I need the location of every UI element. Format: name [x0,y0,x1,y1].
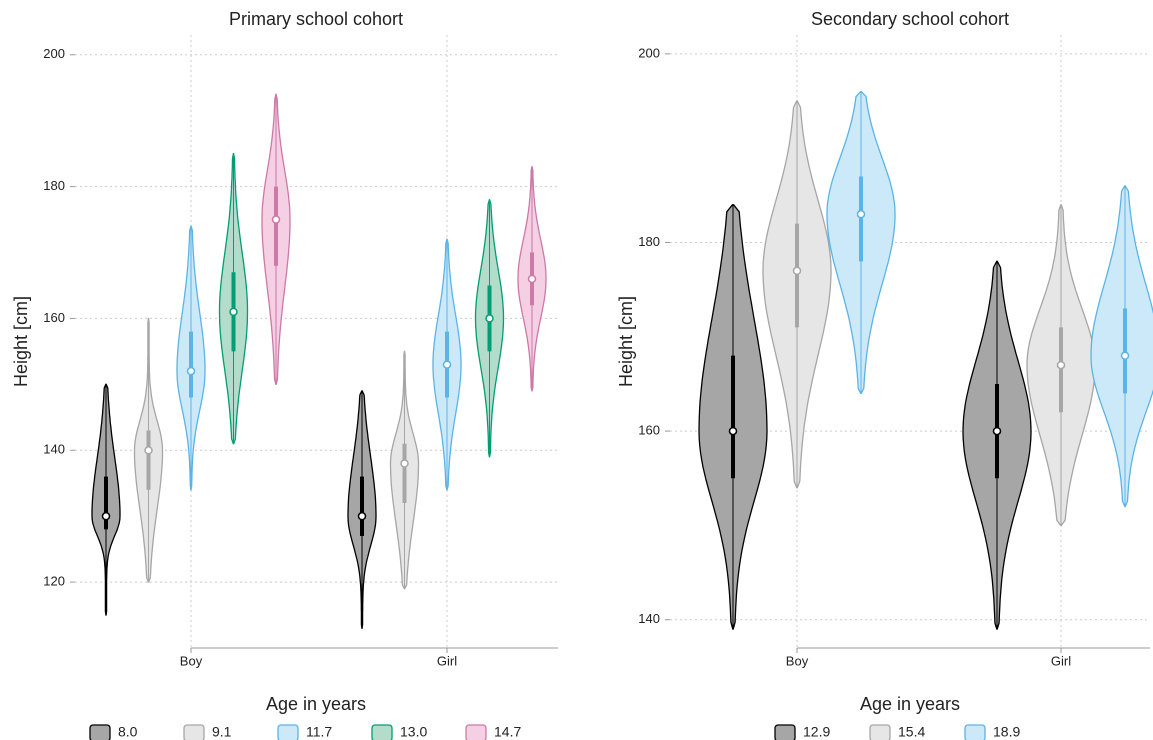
median [229,307,238,317]
y-tick-label: 120 [43,574,65,589]
x-tick-label: Girl [437,653,457,668]
y-tick-label: 180 [638,234,660,249]
y-axis-label: Height [cm] [11,296,31,387]
median [485,314,494,323]
legend-swatch [89,724,111,740]
legend-swatch [964,724,986,740]
chart-title: Secondary school cohort [811,9,1009,29]
legend-label: 12.9 [803,724,830,740]
legend-swatch [869,724,891,740]
y-axis-label: Height [cm] [616,296,636,387]
median [527,274,537,284]
median [144,446,153,455]
legend-swatch [277,724,299,740]
median [357,511,367,521]
legend-label: 8.0 [118,724,138,740]
x-tick-label: Girl [1051,653,1071,668]
legend-swatch [183,724,205,740]
median [442,360,452,369]
legend-swatch [371,724,393,740]
median [1056,360,1066,370]
median [186,366,196,376]
y-tick-label: 200 [638,45,660,60]
violin [1090,185,1153,508]
legend-label: 14.7 [494,724,521,740]
y-tick-label: 180 [43,178,65,193]
x-tick-label: Boy [180,653,203,668]
y-tick-label: 200 [43,46,65,61]
y-tick-label: 160 [638,423,660,438]
legend-label: 18.9 [993,724,1020,740]
median [271,215,281,224]
median [728,426,738,436]
median [1120,351,1130,360]
median [400,459,409,468]
y-tick-label: 160 [43,310,65,325]
x-tick-label: Boy [786,653,809,668]
median [101,511,111,521]
legend-swatch [774,724,796,740]
y-tick-label: 140 [43,442,65,457]
legend-title: Age in years [860,694,960,714]
legend-label: 11.7 [306,724,332,740]
median [992,426,1002,436]
legend-swatch [465,724,487,740]
legend-label: 9.1 [212,724,232,740]
median [792,266,802,276]
legend-title: Age in years [266,694,366,714]
legend-label: 15.4 [898,724,925,740]
median [856,209,866,219]
chart-title: Primary school cohort [229,9,403,29]
y-tick-label: 140 [638,611,660,626]
legend-label: 13.0 [400,724,427,740]
